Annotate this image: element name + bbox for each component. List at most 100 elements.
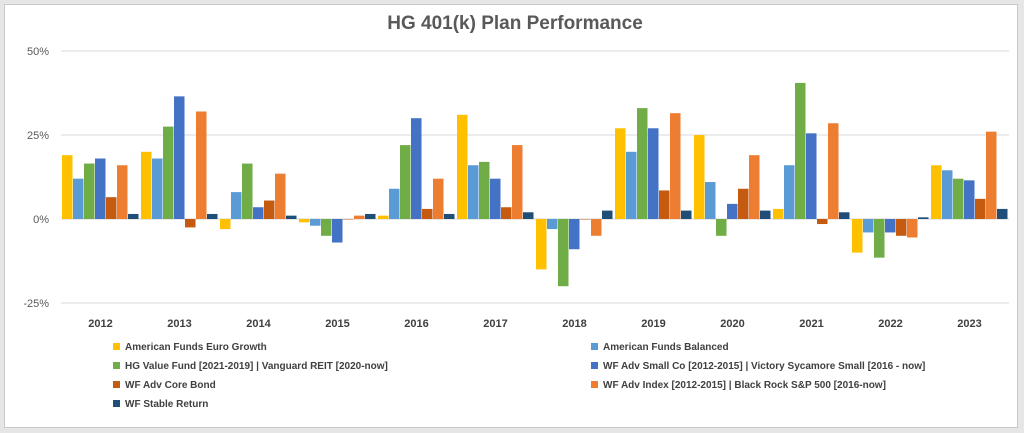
x-tick-label: 2023 [957, 318, 981, 330]
bar [523, 212, 534, 219]
bar [299, 219, 310, 223]
bar [931, 165, 942, 219]
legend-label: WF Adv Small Co [2012-2015] | Victory Sy… [603, 361, 925, 372]
bar [580, 219, 591, 220]
bar [106, 197, 117, 219]
bar [457, 114, 468, 219]
bar [354, 215, 365, 219]
bar [694, 135, 705, 219]
legend-label: American Funds Balanced [603, 342, 729, 353]
legend-swatch [113, 362, 120, 369]
bar [389, 188, 400, 219]
bar [321, 219, 332, 236]
y-tick-label: 25% [27, 130, 49, 142]
bar [253, 207, 264, 219]
bar [365, 213, 376, 219]
bar [681, 210, 692, 219]
bar [332, 219, 343, 243]
bar [400, 145, 411, 219]
bar [795, 82, 806, 219]
x-tick-label: 2021 [799, 318, 823, 330]
bar [310, 219, 321, 226]
bar [185, 219, 196, 228]
bar [749, 155, 760, 219]
legend-swatch [591, 343, 598, 350]
bar [817, 219, 828, 225]
bar [773, 208, 784, 219]
bar [95, 158, 106, 219]
bar [637, 108, 648, 219]
bar [806, 133, 817, 219]
x-tick-label: 2022 [878, 318, 902, 330]
bar [207, 213, 218, 219]
bar [918, 217, 929, 219]
legend-label: WF Adv Index [2012-2015] | Black Rock S&… [603, 380, 886, 391]
bar [569, 219, 580, 250]
chart-frame: HG 401(k) Plan Performance -25% 0% 25% 50% … [4, 4, 1018, 428]
bar-chart: HG 401(k) Plan Performance -25%0%25%50% … [23, 13, 1009, 410]
bar [839, 212, 850, 219]
bar [490, 178, 501, 219]
bar [874, 219, 885, 258]
bar [152, 158, 163, 219]
x-tick-label: 2014 [246, 318, 271, 330]
bar [242, 163, 253, 219]
bar [547, 219, 558, 230]
x-tick-label: 2017 [483, 318, 507, 330]
legend-swatch [591, 362, 598, 369]
bar [117, 165, 128, 219]
x-tick-label: 2020 [720, 318, 744, 330]
bar [986, 131, 997, 219]
bar [163, 126, 174, 219]
bar [727, 203, 738, 219]
bar [196, 111, 207, 219]
x-tick-label: 2018 [562, 318, 586, 330]
legend-swatch [113, 381, 120, 388]
bar [433, 178, 444, 219]
legend-label: American Funds Euro Growth [125, 342, 267, 353]
x-tick-label: 2019 [641, 318, 665, 330]
bar [444, 213, 455, 219]
bar [591, 219, 602, 236]
bar [558, 219, 569, 287]
bar [128, 213, 139, 219]
bar [73, 178, 84, 219]
bar [852, 219, 863, 253]
bar [942, 170, 953, 219]
bar [896, 219, 907, 236]
bar [343, 219, 354, 220]
bar [536, 219, 547, 270]
y-tick-label: 0% [33, 214, 49, 226]
bar [411, 118, 422, 219]
bar [670, 113, 681, 219]
bar [885, 219, 896, 233]
bar [479, 161, 490, 219]
bar [220, 219, 231, 230]
x-tick-label: 2016 [404, 318, 428, 330]
bar [501, 207, 512, 219]
bar [602, 210, 613, 219]
legend-label: WF Stable Return [125, 399, 208, 410]
bar [468, 165, 479, 219]
bar [964, 180, 975, 219]
bar [286, 215, 297, 219]
legend-swatch [591, 381, 598, 388]
bar [648, 128, 659, 219]
bar [378, 215, 389, 219]
x-tick-label: 2013 [167, 318, 191, 330]
bar [275, 173, 286, 219]
bar [760, 210, 771, 219]
bar [231, 192, 242, 219]
bar [784, 165, 795, 219]
bar [975, 198, 986, 219]
bar [907, 219, 918, 238]
chart-title: HG 401(k) Plan Performance [387, 13, 643, 34]
bar [828, 123, 839, 219]
bar [264, 200, 275, 219]
bar [174, 96, 185, 219]
y-tick-label: 50% [27, 46, 49, 58]
x-tick-label: 2015 [325, 318, 349, 330]
bar [422, 208, 433, 219]
bar [512, 145, 523, 219]
bar [705, 182, 716, 219]
